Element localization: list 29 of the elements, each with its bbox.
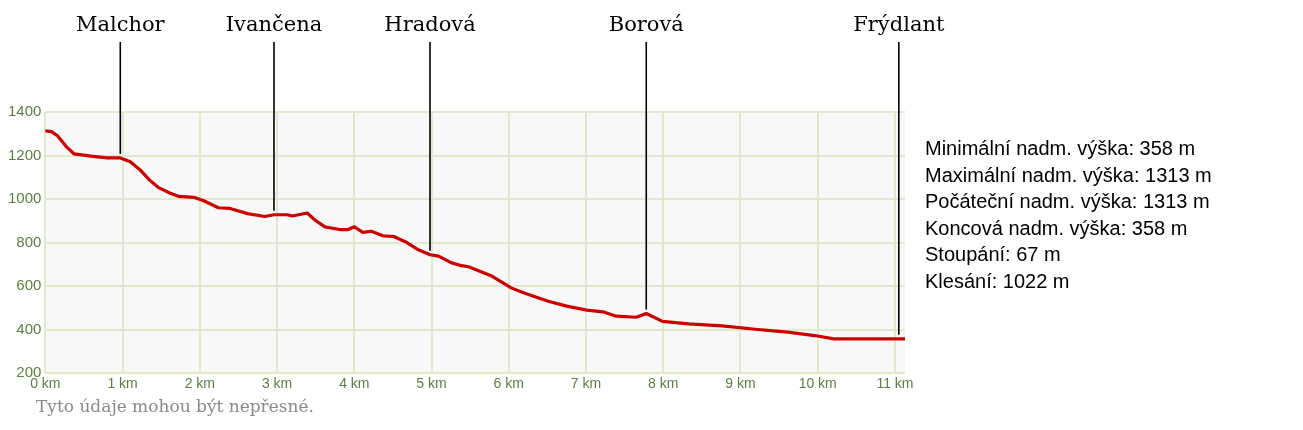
x-tick-label: 7 km [570, 375, 602, 392]
x-tick-label: 2 km [184, 375, 216, 392]
x-tick-label: 9 km [725, 375, 756, 392]
text: Tyto údaje mohou být nepřesné. [36, 396, 314, 416]
y-tick-label: 600 [16, 276, 42, 294]
text: Koncová nadm. výška: 358 m [925, 215, 1189, 241]
text: Klesání: 1022 m [925, 268, 1071, 294]
y-tick-label: 400 [16, 319, 42, 337]
x-tick-label: 5 km [416, 375, 447, 392]
annotation: Frýdlant [853, 12, 945, 37]
x-tick-label: 8 km [648, 375, 679, 392]
annotation: Malchor [75, 12, 166, 37]
text: Maximální nadm. výška: 1313 m [925, 162, 1212, 188]
text: Počáteční nadm. výška: 1313 m [925, 189, 1211, 214]
x-tick-label: 6 km [493, 375, 524, 392]
x-tick-label: 1 km [107, 375, 138, 392]
y-tick-label: 1200 [7, 145, 42, 163]
text: Minimální nadm. výška: 358 m [925, 136, 1197, 161]
y-tick-label: 1400 [7, 102, 42, 120]
y-tick-label: 1000 [7, 189, 42, 207]
annotation: Borová [608, 12, 684, 37]
x-tick-label: 4 km [339, 375, 370, 392]
x-tick-label: 3 km [261, 375, 293, 392]
x-tick-label: 11 km [876, 375, 914, 392]
text: Stoupání: 67 m [925, 242, 1062, 267]
annotation: Hradová [384, 12, 476, 37]
annotation: Ivančena [225, 12, 323, 37]
y-tick-label: 800 [16, 232, 42, 250]
x-tick-label: 10 km [798, 375, 837, 392]
